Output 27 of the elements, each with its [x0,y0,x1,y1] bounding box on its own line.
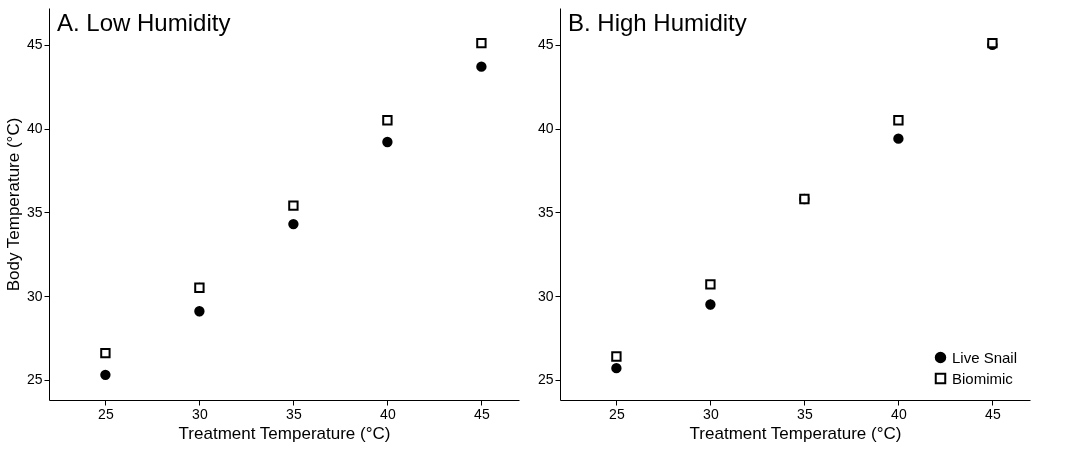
x-axis-title: Treatment Temperature (°C) [178,423,391,443]
y-tick-label: 35 [26,203,43,220]
y-tick-label: 25 [26,371,43,388]
x-tick-label: 45 [985,405,1001,422]
y-tick-label: 45 [26,36,43,53]
y-axis-title: Body Temperature (°C) [3,117,23,292]
x-tick-label: 30 [703,405,719,422]
chart-title: B. High Humidity [568,9,747,36]
y-tick-label: 35 [537,203,554,220]
y-tick-label: 40 [537,120,554,137]
x-tick-label: 40 [380,405,396,422]
chart-title: A. Low Humidity [57,9,231,36]
x-tick-label: 40 [891,405,907,422]
y-tick-label: 25 [537,371,554,388]
y-tick-label: 45 [537,36,554,53]
legend-label: Live Snail [952,348,1018,366]
x-axis-title: Treatment Temperature (°C) [689,423,902,443]
y-tick-label: 40 [26,120,43,137]
x-tick-label: 25 [609,405,625,422]
legend-label: Biomimic [952,369,1014,387]
x-tick-label: 35 [797,405,813,422]
x-tick-label: 30 [192,405,208,422]
y-tick-label: 30 [537,287,554,304]
x-tick-label: 45 [474,405,490,422]
x-tick-label: 35 [286,405,302,422]
y-tick-label: 30 [26,287,43,304]
x-tick-label: 25 [98,405,114,422]
